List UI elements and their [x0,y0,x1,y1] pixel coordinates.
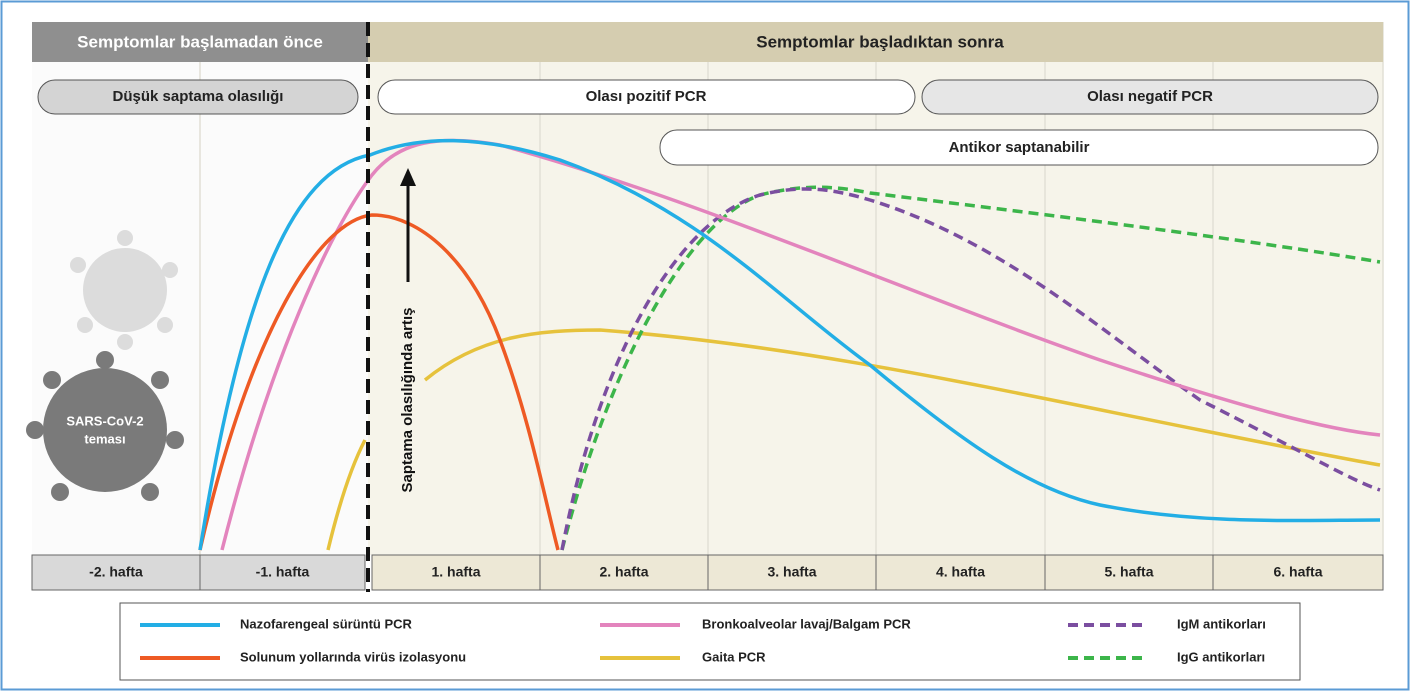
legend-label: IgM antikorları [1177,616,1266,631]
phase-label: Olası negatif PCR [1087,88,1213,105]
legend [120,603,1300,680]
legend-label: Bronkoalveolar lavaj/Balgam PCR [702,616,911,631]
phase-label: Antikor saptanabilir [949,139,1090,156]
legend-label: Gaita PCR [702,649,766,664]
week-label: 3. hafta [767,564,816,580]
week-label: -2. hafta [89,564,143,580]
week-label: 6. hafta [1273,564,1322,580]
phase-label: Düşük saptama olasılığı [113,88,284,105]
week-label: 5. hafta [1104,564,1153,580]
week-label: 4. hafta [936,564,985,580]
virus-label: SARS-CoV-2 [66,413,143,428]
week-label: 2. hafta [599,564,648,580]
arrow-label: Saptama olasılığında artış [399,307,416,492]
legend-label: IgG antikorları [1177,649,1265,664]
diagram: Semptomlar başlamadan önce Semptomlar ba… [0,0,1410,691]
week-label: 1. hafta [431,564,480,580]
legend-label: Solunum yollarında virüs izolasyonu [240,649,466,664]
week-row: -2. hafta -1. hafta 1. hafta 2. hafta 3. haf… [32,555,1383,590]
after-title: Semptomlar başladıktan sonra [756,32,1004,51]
virus-label: teması [84,431,125,446]
week-label: -1. hafta [256,564,310,580]
phase-label: Olası pozitif PCR [586,88,707,105]
before-title: Semptomlar başlamadan önce [77,32,323,51]
legend-label: Nazofarengeal sürüntü PCR [240,616,413,631]
